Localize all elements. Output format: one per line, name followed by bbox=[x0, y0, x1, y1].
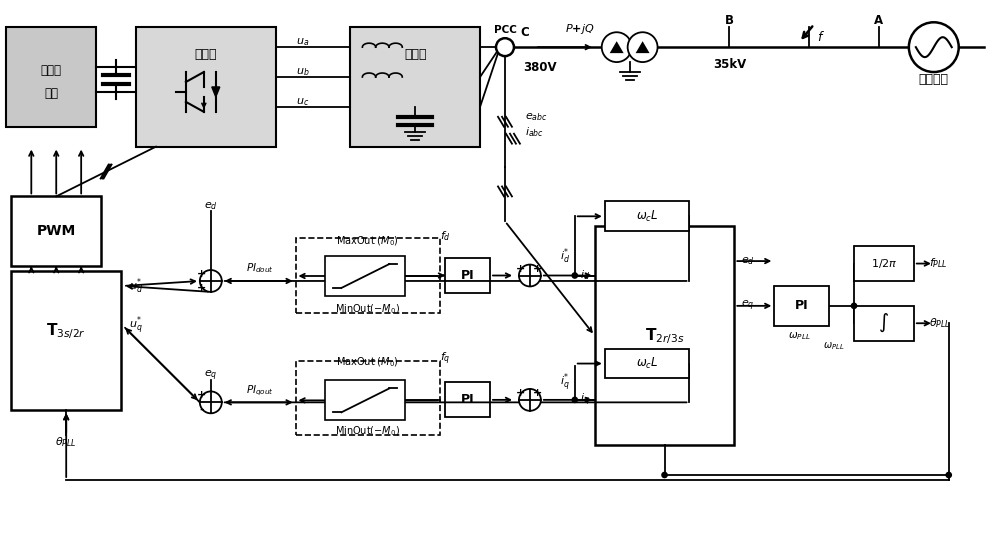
Text: $i_q^{*}$: $i_q^{*}$ bbox=[560, 371, 570, 393]
Bar bbox=[605, 349, 689, 379]
Polygon shape bbox=[636, 41, 650, 53]
Text: 逆变器: 逆变器 bbox=[195, 47, 217, 61]
Text: $e_d$: $e_d$ bbox=[204, 201, 218, 212]
Circle shape bbox=[852, 304, 857, 309]
Text: B: B bbox=[725, 14, 734, 27]
Text: 电源: 电源 bbox=[44, 88, 58, 100]
Text: $\int$: $\int$ bbox=[878, 312, 889, 334]
Bar bbox=[6, 27, 96, 127]
Text: PI: PI bbox=[461, 269, 474, 282]
Bar bbox=[325, 256, 405, 296]
Text: $f_q$: $f_q$ bbox=[440, 350, 450, 367]
Text: $\theta_{PLL}$: $\theta_{PLL}$ bbox=[55, 435, 77, 449]
Bar bbox=[11, 271, 121, 410]
Text: $\mathbf{T}_{2r/3s}$: $\mathbf{T}_{2r/3s}$ bbox=[645, 326, 684, 345]
Circle shape bbox=[496, 38, 514, 56]
Text: 交流电网: 交流电网 bbox=[919, 73, 949, 87]
Circle shape bbox=[602, 32, 632, 62]
Text: +: + bbox=[197, 391, 206, 401]
Bar bbox=[854, 246, 914, 281]
Text: $e_{abc}$: $e_{abc}$ bbox=[525, 111, 548, 123]
Bar bbox=[296, 360, 440, 435]
Text: $\omega_{PLL}$: $\omega_{PLL}$ bbox=[823, 340, 844, 352]
Text: $u_a$: $u_a$ bbox=[296, 36, 309, 48]
Text: $\omega_c L$: $\omega_c L$ bbox=[636, 356, 658, 371]
Text: $\theta_{PLL}$: $\theta_{PLL}$ bbox=[929, 316, 951, 330]
Polygon shape bbox=[610, 41, 624, 53]
Circle shape bbox=[200, 270, 222, 292]
Bar bbox=[774, 286, 829, 326]
Text: +: + bbox=[516, 263, 526, 273]
Text: $f_d$: $f_d$ bbox=[440, 229, 451, 243]
Bar bbox=[854, 306, 914, 341]
Text: $e_q$: $e_q$ bbox=[741, 299, 755, 313]
Text: +: + bbox=[197, 283, 206, 293]
Text: $\omega_{PLL}$: $\omega_{PLL}$ bbox=[788, 330, 811, 342]
Text: MaxOut $(M_0)$: MaxOut $(M_0)$ bbox=[336, 234, 399, 248]
Text: $1/2\pi$: $1/2\pi$ bbox=[871, 257, 897, 270]
Text: $i_{abc}$: $i_{abc}$ bbox=[525, 125, 544, 139]
Circle shape bbox=[519, 389, 541, 411]
Text: $e_q$: $e_q$ bbox=[204, 368, 218, 383]
Circle shape bbox=[909, 22, 959, 72]
Circle shape bbox=[628, 32, 658, 62]
Text: $i_d^{*}$: $i_d^{*}$ bbox=[560, 246, 570, 266]
Text: $f_{PLL}$: $f_{PLL}$ bbox=[929, 257, 948, 271]
Text: $i_q$: $i_q$ bbox=[580, 392, 590, 408]
Text: $u_b$: $u_b$ bbox=[296, 66, 309, 78]
Text: $u_c$: $u_c$ bbox=[296, 96, 309, 108]
Circle shape bbox=[200, 391, 222, 413]
Text: $PI_{qout}$: $PI_{qout}$ bbox=[246, 383, 274, 398]
Text: $\mathbf{T}_{3s/2r}$: $\mathbf{T}_{3s/2r}$ bbox=[46, 321, 86, 341]
Text: $e_d$: $e_d$ bbox=[741, 255, 755, 267]
Text: PWM: PWM bbox=[37, 224, 76, 238]
Bar bbox=[350, 27, 480, 147]
Circle shape bbox=[519, 264, 541, 287]
Text: +: + bbox=[197, 269, 206, 279]
Bar bbox=[445, 258, 490, 293]
Bar bbox=[595, 226, 734, 445]
Text: 380V: 380V bbox=[523, 61, 557, 73]
Text: +: + bbox=[533, 388, 543, 398]
Text: A: A bbox=[874, 14, 884, 27]
Bar bbox=[136, 27, 276, 147]
Text: C: C bbox=[521, 26, 529, 39]
Text: -: - bbox=[200, 404, 204, 414]
Text: +: + bbox=[516, 388, 526, 398]
Text: PI: PI bbox=[461, 393, 474, 407]
Text: MaxOut $(M_0)$: MaxOut $(M_0)$ bbox=[336, 356, 399, 369]
Text: PCC: PCC bbox=[494, 25, 516, 35]
Text: MinOut$(-M_0)$: MinOut$(-M_0)$ bbox=[335, 424, 400, 438]
Text: $P$+$jQ$: $P$+$jQ$ bbox=[565, 22, 594, 36]
Bar bbox=[445, 382, 490, 417]
Bar bbox=[605, 201, 689, 231]
Text: 新能源: 新能源 bbox=[41, 63, 62, 77]
Circle shape bbox=[572, 397, 577, 402]
Text: $\omega_c L$: $\omega_c L$ bbox=[636, 209, 658, 224]
Text: $u_d^{*}$: $u_d^{*}$ bbox=[129, 276, 143, 296]
Text: PI: PI bbox=[795, 299, 808, 312]
Circle shape bbox=[572, 273, 577, 278]
Bar bbox=[296, 238, 440, 313]
Text: 35kV: 35kV bbox=[713, 57, 746, 71]
Text: $u_q^{*}$: $u_q^{*}$ bbox=[129, 315, 143, 337]
Bar bbox=[11, 196, 101, 266]
Circle shape bbox=[946, 473, 951, 478]
Polygon shape bbox=[212, 87, 220, 97]
Text: 滤波器: 滤波器 bbox=[404, 47, 426, 61]
Text: $i_d$: $i_d$ bbox=[580, 268, 590, 283]
Text: MinOut$(-M_0)$: MinOut$(-M_0)$ bbox=[335, 302, 400, 316]
Circle shape bbox=[662, 473, 667, 478]
Text: +: + bbox=[533, 263, 543, 273]
Text: $f$: $f$ bbox=[817, 30, 825, 44]
Text: $PI_{dout}$: $PI_{dout}$ bbox=[246, 261, 274, 275]
Bar bbox=[325, 381, 405, 420]
